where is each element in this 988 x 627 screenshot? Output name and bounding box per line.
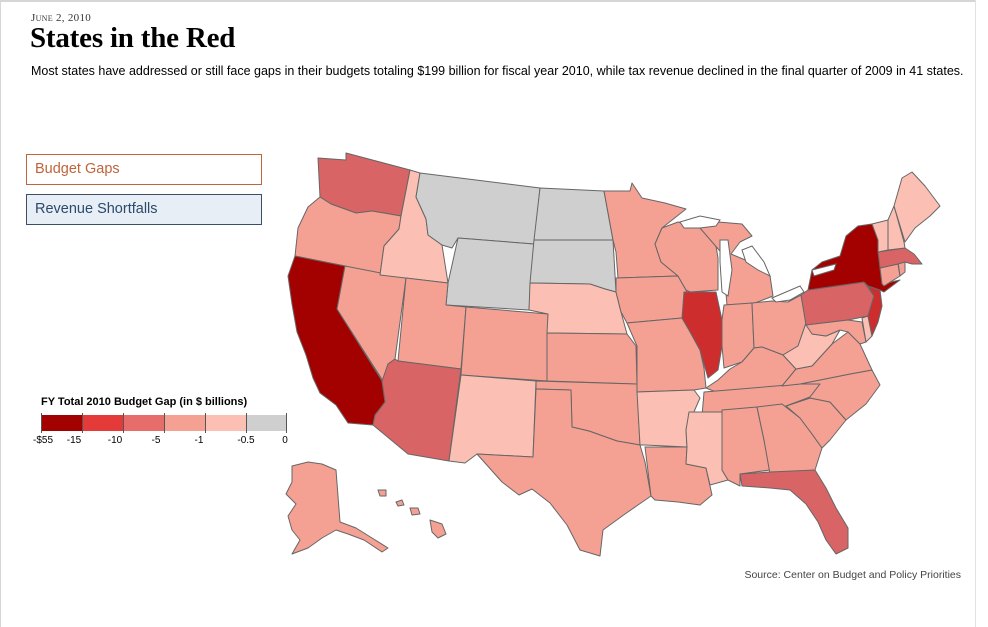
legend-label: -0.5 bbox=[237, 435, 255, 446]
state-alaska[interactable] bbox=[285, 461, 389, 555]
legend-color-bar bbox=[41, 415, 287, 431]
state-hawaii-island-4[interactable] bbox=[377, 489, 387, 497]
legend-label: -$55 bbox=[32, 435, 54, 446]
state-texas[interactable] bbox=[476, 388, 652, 557]
state-iowa[interactable] bbox=[615, 275, 691, 324]
state-illinois[interactable] bbox=[681, 291, 723, 379]
left-border bbox=[0, 0, 1, 627]
legend-label: -15 bbox=[66, 435, 82, 446]
source-credit: Source: Center on Budget and Policy Prio… bbox=[744, 569, 961, 581]
state-hawaii[interactable] bbox=[429, 519, 447, 539]
legend-tick bbox=[164, 413, 165, 433]
state-colorado[interactable] bbox=[460, 306, 549, 382]
legend-label: 0 bbox=[282, 435, 288, 446]
state-north-dakota[interactable] bbox=[533, 187, 614, 241]
dateline: June 2, 2010 bbox=[31, 12, 92, 24]
state-wyoming[interactable] bbox=[445, 237, 535, 311]
page-title: States in the Red bbox=[30, 22, 236, 54]
state-vermont[interactable] bbox=[871, 219, 889, 253]
right-border bbox=[975, 0, 976, 627]
legend-label: -1 bbox=[194, 435, 204, 446]
state-massachusetts[interactable] bbox=[877, 247, 923, 269]
tab-budget-gaps[interactable]: Budget Gaps bbox=[26, 154, 262, 185]
legend-tick bbox=[82, 413, 83, 433]
state-hawaii-island-2[interactable] bbox=[409, 507, 421, 516]
state-montana[interactable] bbox=[415, 172, 541, 249]
state-maine[interactable] bbox=[893, 171, 941, 243]
state-arizona[interactable] bbox=[372, 358, 462, 462]
legend-label: -5 bbox=[151, 435, 161, 446]
state-new-hampshire[interactable] bbox=[887, 205, 906, 251]
page-subtitle: Most states have addressed or still face… bbox=[31, 64, 964, 78]
legend-swatch-2 bbox=[82, 415, 123, 431]
state-nebraska[interactable] bbox=[528, 282, 628, 335]
top-border bbox=[0, 0, 975, 2]
legend-title: FY Total 2010 Budget Gap (in $ billions) bbox=[41, 396, 248, 408]
great-lakes bbox=[679, 215, 837, 303]
legend-tick bbox=[246, 413, 247, 433]
state-new-jersey[interactable] bbox=[867, 285, 883, 337]
legend-ticks: -$55 -15 -10 -5 -1 -0.5 0 bbox=[33, 413, 288, 446]
legend-tick bbox=[286, 413, 287, 433]
legend-tick bbox=[123, 413, 124, 433]
state-florida[interactable] bbox=[739, 469, 849, 555]
legend-swatch-4 bbox=[164, 415, 205, 431]
state-new-mexico[interactable] bbox=[448, 374, 537, 464]
legend-swatch-1 bbox=[41, 415, 82, 431]
legend-label: -10 bbox=[107, 435, 123, 446]
us-state-map bbox=[285, 152, 941, 557]
legend-swatch-5 bbox=[205, 415, 246, 431]
legend-tick bbox=[205, 413, 206, 433]
tab-revenue-shortfalls[interactable]: Revenue Shortfalls bbox=[26, 194, 262, 225]
legend-swatch-3 bbox=[123, 415, 164, 431]
legend-tick bbox=[41, 413, 42, 433]
state-hawaii-island-3[interactable] bbox=[395, 499, 405, 507]
state-maryland[interactable] bbox=[805, 319, 867, 345]
legend-swatch-6 bbox=[246, 415, 287, 431]
state-kansas[interactable] bbox=[546, 332, 638, 385]
